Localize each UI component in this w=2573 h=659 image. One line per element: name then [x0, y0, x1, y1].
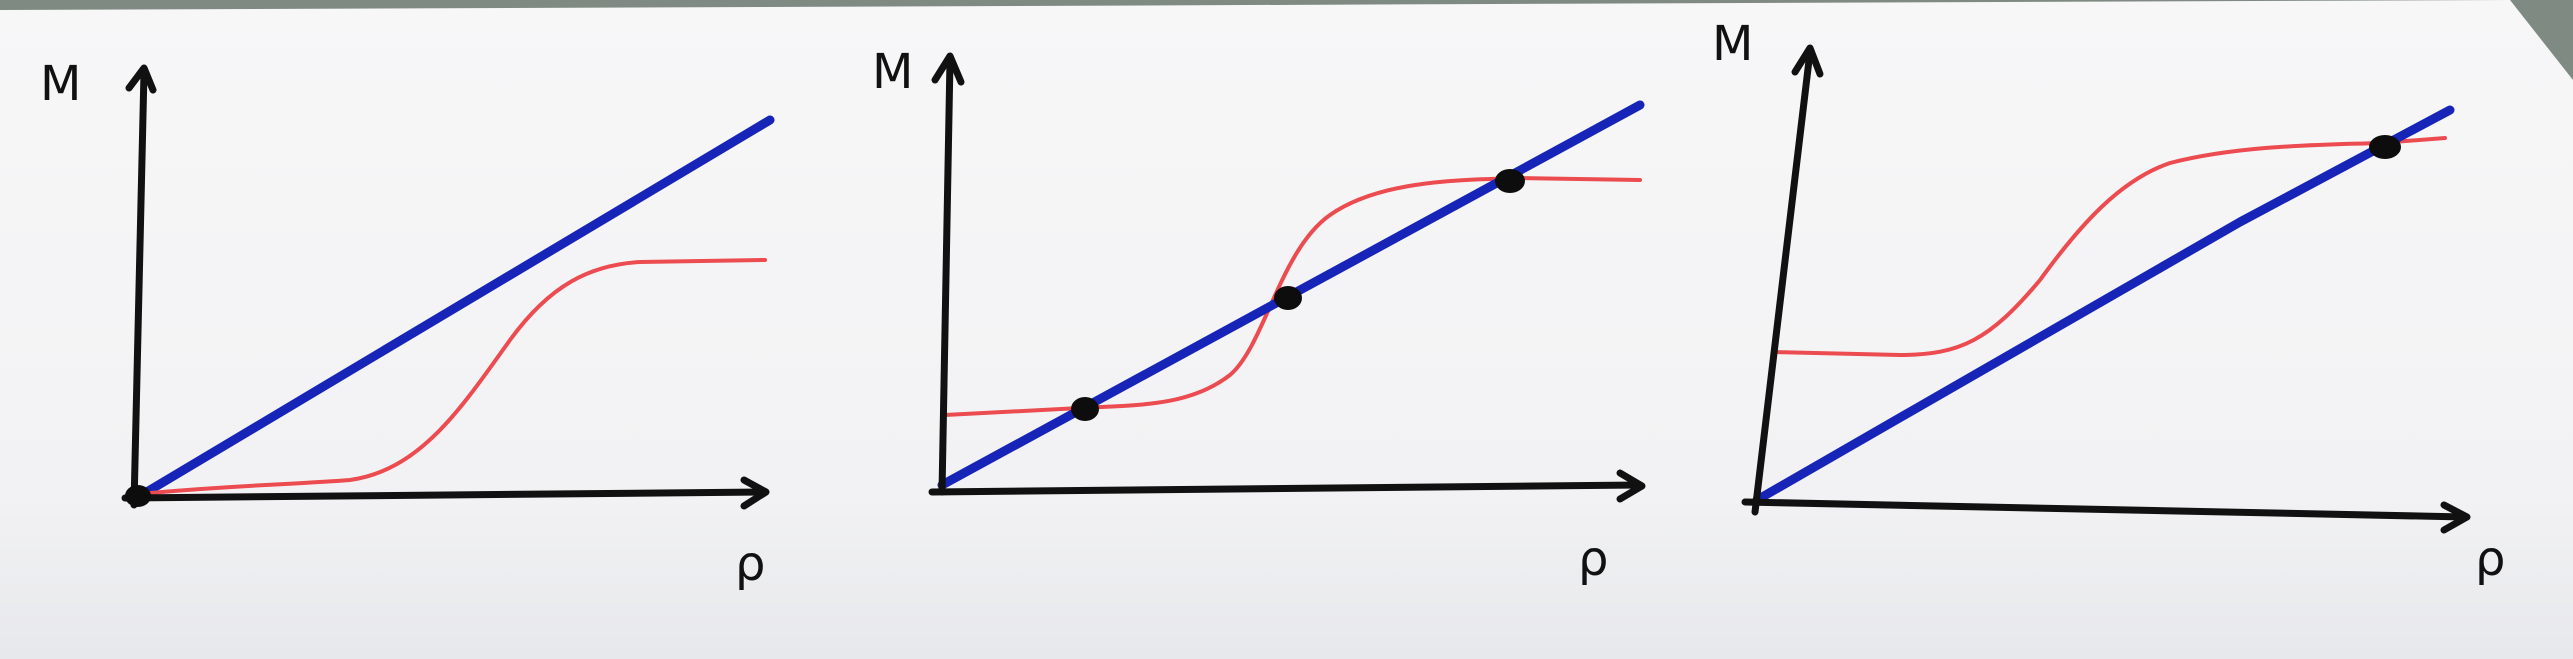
- panel-3-fixed-point-1: [2369, 135, 2401, 159]
- panel-2-x-axis: [928, 481, 1644, 496]
- panel-1: M ρ: [40, 56, 775, 592]
- panel-3-x-axis: [1741, 498, 2469, 521]
- panel-2-fixed-point-3: [1495, 169, 1525, 193]
- panel-2: M ρ: [872, 44, 1646, 587]
- panel-1-red-curve: [138, 258, 767, 496]
- panel-1-x-axis-label: ρ: [735, 536, 765, 592]
- panel-1-y-axis-arrowhead: [125, 64, 157, 94]
- panel-1-fixed-point-1: [125, 485, 151, 507]
- panel-3-y-axis-label: M: [1712, 16, 1753, 72]
- panel-1-y-axis-label: M: [40, 56, 81, 112]
- panel-1-x-axis-arrowhead: [740, 476, 770, 510]
- panel-2-y-axis: [938, 56, 954, 496]
- panel-2-y-axis-arrowhead: [931, 52, 965, 86]
- panel-3-x-axis-label: ρ: [2475, 531, 2505, 587]
- panel-2-fixed-point-2: [1274, 286, 1302, 310]
- panel-1-y-axis: [130, 68, 148, 509]
- panel-3: M ρ: [1712, 16, 2505, 587]
- panel-2-red-curve: [943, 175, 1642, 417]
- panel-2-x-axis-arrowhead: [1616, 469, 1646, 503]
- panel-3-y-axis-arrowhead: [1791, 44, 1824, 78]
- panel-2-fixed-point-1: [1071, 397, 1099, 421]
- panel-3-red-curve: [1773, 136, 2447, 358]
- panel-3-y-axis: [1751, 48, 1814, 516]
- panel-1-x-axis: [121, 488, 769, 502]
- panel-2-x-axis-label: ρ: [1578, 531, 1608, 587]
- panel-3-x-axis-arrowhead: [2440, 501, 2471, 534]
- panel-1-blue-line: [135, 115, 775, 501]
- panel-2-y-axis-label: M: [872, 44, 913, 100]
